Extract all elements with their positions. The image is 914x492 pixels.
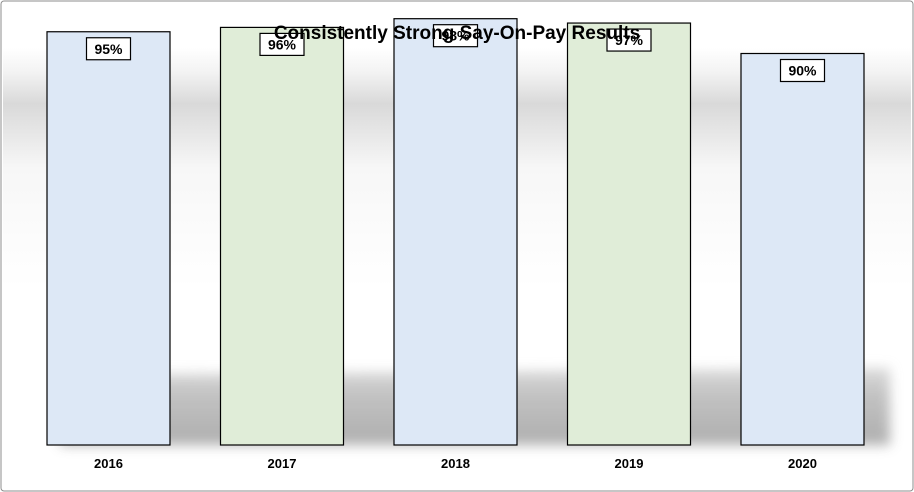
bars	[46, 18, 865, 446]
x-tick-label-2016: 2016	[94, 456, 123, 471]
x-tick-label-2018: 2018	[441, 456, 470, 471]
data-label-box-2016	[85, 37, 132, 61]
bar-2018	[393, 18, 518, 446]
data-label-2019: 97%	[615, 32, 644, 48]
data-labels: 95% 96% 98% 97% 90%	[85, 24, 826, 83]
chart-title: Consistently Strong Say-On-Pay Results	[274, 23, 640, 44]
x-tick-label-2020: 2020	[788, 456, 817, 471]
data-label-box-2018	[432, 24, 479, 48]
data-label-2020: 90%	[788, 63, 817, 79]
bar-2016	[46, 31, 171, 446]
bar-2019	[566, 22, 692, 446]
data-label-box-2017	[259, 32, 305, 57]
data-label-2017: 96%	[268, 36, 297, 52]
data-label-2018: 98%	[441, 28, 470, 44]
data-label-2016: 95%	[94, 41, 123, 57]
x-tick-label-2017: 2017	[268, 456, 297, 471]
data-label-box-2019	[606, 28, 652, 52]
x-tick-label-2019: 2019	[615, 456, 644, 471]
x-axis-tick-labels: 2016 2017 2018 2019 2020	[94, 456, 817, 471]
bar-2017	[219, 26, 345, 446]
bar-2020	[740, 52, 865, 446]
data-label-box-2020	[779, 58, 826, 83]
